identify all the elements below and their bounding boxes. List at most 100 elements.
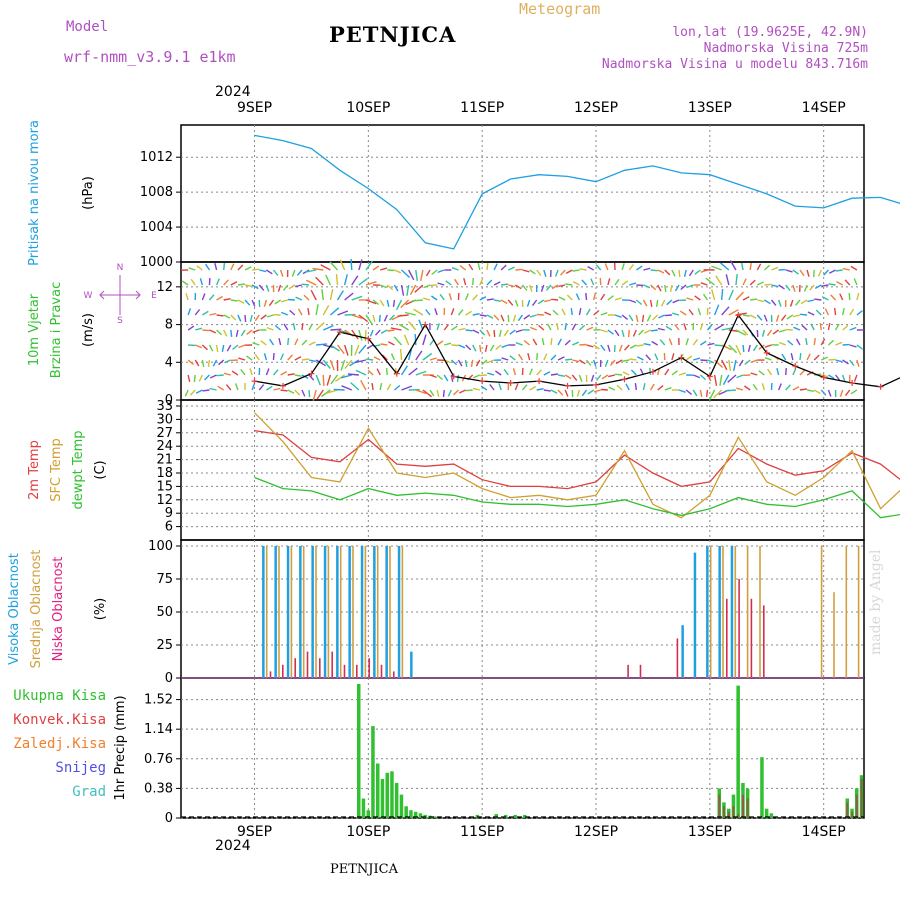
- wind-barb: [777, 383, 782, 391]
- wind-barb: [501, 357, 509, 361]
- wind-barb: [699, 323, 704, 331]
- wind-barb: [265, 368, 270, 376]
- wind-barb: [501, 344, 509, 348]
- wind-barb: [634, 383, 638, 391]
- wind-barb: [301, 389, 306, 397]
- wind-barb: [721, 327, 733, 331]
- wind-barb: [853, 278, 858, 286]
- wind-barb: [325, 274, 332, 286]
- wind-barb: [641, 314, 645, 322]
- wind-barb: [378, 314, 381, 323]
- wind-gust-marker: [649, 368, 656, 375]
- wind-barb: [758, 344, 765, 350]
- wind-barb: [282, 284, 289, 291]
- precip-ylabel: 1hr Precip (mm): [113, 695, 128, 800]
- wind-barb: [728, 344, 738, 354]
- wind-barb: [249, 314, 253, 322]
- wind-barb: [786, 314, 794, 320]
- wind-barb: [287, 337, 290, 346]
- precipitation-ytick-label: 0.38: [144, 781, 173, 796]
- cloud-bar-1: [722, 546, 724, 678]
- wind-barb: [188, 267, 196, 271]
- wind-barb: [431, 269, 438, 276]
- wind-barb: [365, 260, 373, 271]
- wind-gust-marker: [279, 382, 286, 389]
- wind-barb: [821, 356, 828, 361]
- wind-barb: [194, 359, 200, 367]
- wind-gust-marker: [479, 378, 486, 385]
- pressure-ytick-label: 1004: [140, 220, 173, 235]
- wind-barb: [479, 344, 482, 352]
- wind-gust-marker: [678, 354, 685, 361]
- wind-barb: [196, 265, 203, 271]
- wind-barb: [223, 329, 228, 337]
- wind-barb: [540, 284, 545, 292]
- xtick-label-top: 10SEP: [346, 100, 390, 116]
- wind-barb: [552, 309, 559, 316]
- temperature-ytick-label: 9: [165, 506, 173, 521]
- wind-barb: [679, 310, 687, 316]
- wind-barb: [251, 284, 259, 290]
- xtick-label-top: 11SEP: [460, 100, 504, 116]
- precip-conv-bar: [855, 794, 858, 818]
- wind-barb: [486, 314, 494, 319]
- wind-barb: [657, 327, 665, 331]
- wind-barb: [692, 374, 701, 379]
- wind-barb: [372, 265, 380, 271]
- wind-barb: [595, 264, 602, 271]
- cloud-bar-2: [726, 598, 728, 678]
- wind-barb: [559, 269, 566, 276]
- precip-conv-bar: [723, 806, 725, 818]
- wind-barb: [208, 294, 215, 301]
- cloud-bar-2: [676, 638, 679, 678]
- wind-barb: [842, 267, 850, 271]
- precip-conv-bar: [860, 779, 863, 818]
- wind-barb: [678, 389, 686, 393]
- wind-barb: [479, 278, 484, 286]
- wind-barb: [800, 313, 808, 316]
- cloud-bar-1: [352, 546, 354, 678]
- wind-barb: [557, 356, 565, 361]
- wind-barb: [500, 264, 507, 271]
- wind-barb: [728, 359, 732, 372]
- wind-barb: [629, 344, 637, 349]
- wind-barb: [450, 308, 455, 316]
- wind-barb: [266, 314, 274, 318]
- wind-barb: [792, 284, 796, 292]
- clouds-frame: [180, 539, 865, 679]
- wind-barb: [251, 383, 256, 391]
- wind-barb: [810, 323, 815, 331]
- wind-barb: [212, 359, 218, 367]
- wind-gust-marker: [536, 378, 543, 385]
- wind-barb: [527, 353, 531, 361]
- wind-barb: [209, 374, 217, 379]
- wind-barb: [208, 344, 214, 352]
- wind-barb: [223, 298, 231, 301]
- wind-barb: [458, 327, 466, 331]
- temp-unit: (C): [93, 460, 108, 479]
- wind-barb: [664, 368, 670, 376]
- cloud-bar-1: [389, 546, 391, 678]
- wind-barb: [434, 308, 438, 316]
- wind-barb: [790, 353, 794, 361]
- wind-barb: [671, 269, 676, 277]
- wind-barb: [425, 269, 431, 277]
- wind-ytick-label: 12: [156, 280, 173, 295]
- wind-barb: [815, 309, 822, 316]
- wind-ylabel: 10m Vjetar: [27, 293, 42, 366]
- wind-barb: [629, 358, 637, 361]
- wind-barb: [351, 314, 363, 319]
- wind-barb: [835, 269, 843, 272]
- wind-barb: [615, 373, 623, 376]
- wind-barb: [456, 374, 460, 382]
- wind-barb: [680, 284, 687, 291]
- wind-barb: [747, 344, 751, 352]
- temperature-ytick-label: 12: [156, 493, 173, 508]
- cloud-bar-2: [294, 658, 296, 678]
- precip-total-bar: [769, 813, 774, 818]
- wind-barb: [400, 284, 405, 296]
- wind-barb: [683, 323, 687, 331]
- wind-barb: [523, 314, 531, 320]
- wind-barb: [380, 267, 388, 271]
- wind-barb: [564, 322, 567, 331]
